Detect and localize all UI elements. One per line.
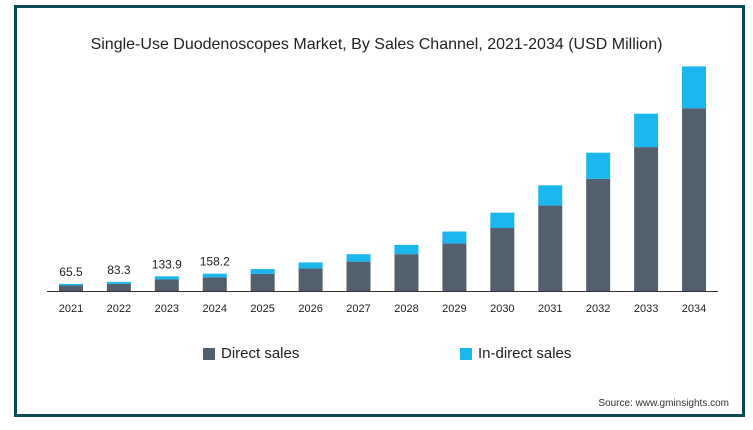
legend-label-indirect: In-direct sales: [478, 345, 572, 362]
bar-indirect-2022: [106, 281, 131, 284]
bar-indirect-2026: [298, 262, 323, 269]
bar-indirect-2034: [682, 66, 707, 109]
x-tick-label-2034: 2034: [682, 303, 706, 315]
bar-indirect-2031: [538, 185, 563, 206]
bar-direct-2031: [538, 205, 563, 291]
bar-indirect-2028: [394, 244, 419, 255]
legend-swatch-direct: [203, 347, 215, 360]
bar-direct-2025: [250, 273, 275, 291]
bar-indirect-2023: [154, 276, 179, 280]
x-tick-label-2029: 2029: [442, 303, 466, 315]
bar-indirect-2027: [346, 254, 371, 262]
data-label-2024: 158.2: [200, 255, 230, 269]
legend-swatch-indirect: [460, 347, 472, 360]
x-tick-label-2028: 2028: [394, 303, 418, 315]
chart-title: Single-Use Duodenoscopes Market, By Sale…: [90, 36, 663, 53]
data-label-2022: 83.3: [107, 263, 131, 277]
bar-direct-2023: [154, 279, 179, 291]
bar-indirect-2021: [58, 283, 83, 286]
x-tick-label-2022: 2022: [107, 303, 131, 315]
x-tick-label-2021: 2021: [59, 303, 83, 315]
x-tick-label-2023: 2023: [155, 303, 179, 315]
data-label-2023: 133.9: [152, 257, 182, 271]
bar-direct-2022: [106, 283, 131, 291]
x-tick-label-2033: 2033: [634, 303, 658, 315]
bar-direct-2028: [394, 254, 419, 291]
bar-indirect-2032: [586, 152, 611, 179]
data-label-2021: 65.5: [59, 265, 83, 279]
source-note: Source: www.gminsights.com: [598, 398, 729, 409]
bar-indirect-2029: [442, 231, 467, 244]
bar-direct-2034: [682, 108, 707, 291]
x-tick-label-2026: 2026: [298, 303, 322, 315]
x-tick-label-2032: 2032: [586, 303, 610, 315]
chart-frame: [14, 5, 745, 417]
x-tick-label-2030: 2030: [490, 303, 514, 315]
legend-label-direct: Direct sales: [221, 345, 300, 362]
bar-indirect-2033: [634, 113, 659, 148]
bar-indirect-2025: [250, 269, 275, 274]
x-tick-label-2024: 2024: [203, 303, 227, 315]
bar-direct-2032: [586, 178, 611, 291]
legend-item-direct: Direct sales: [203, 345, 299, 362]
bar-direct-2030: [490, 228, 515, 291]
bar-indirect-2030: [490, 212, 515, 229]
bar-direct-2029: [442, 243, 467, 291]
bar-direct-2024: [202, 277, 227, 291]
bar-direct-2027: [346, 261, 371, 291]
bar-direct-2026: [298, 268, 323, 291]
bar-direct-2033: [634, 147, 659, 291]
legend-item-indirect: In-direct sales: [460, 345, 571, 362]
x-tick-label-2031: 2031: [538, 303, 562, 315]
x-tick-label-2025: 2025: [250, 303, 274, 315]
x-tick-label-2027: 2027: [346, 303, 370, 315]
bar-indirect-2024: [202, 273, 227, 278]
bar-direct-2021: [58, 285, 83, 291]
